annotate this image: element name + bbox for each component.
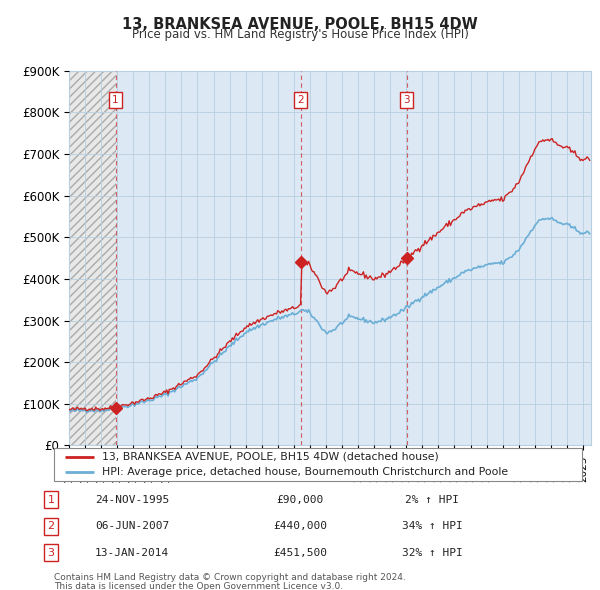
Text: 06-JUN-2007: 06-JUN-2007 — [95, 522, 169, 531]
Text: Contains HM Land Registry data © Crown copyright and database right 2024.: Contains HM Land Registry data © Crown c… — [54, 573, 406, 582]
Text: Price paid vs. HM Land Registry's House Price Index (HPI): Price paid vs. HM Land Registry's House … — [131, 28, 469, 41]
Text: HPI: Average price, detached house, Bournemouth Christchurch and Poole: HPI: Average price, detached house, Bour… — [101, 467, 508, 477]
Text: £90,000: £90,000 — [277, 495, 323, 504]
Text: 2: 2 — [297, 95, 304, 105]
Text: 13, BRANKSEA AVENUE, POOLE, BH15 4DW: 13, BRANKSEA AVENUE, POOLE, BH15 4DW — [122, 17, 478, 31]
Text: 13-JAN-2014: 13-JAN-2014 — [95, 548, 169, 558]
Text: 3: 3 — [404, 95, 410, 105]
Text: 24-NOV-1995: 24-NOV-1995 — [95, 495, 169, 504]
Text: £451,500: £451,500 — [273, 548, 327, 558]
Text: 1: 1 — [112, 95, 119, 105]
Text: 13, BRANKSEA AVENUE, POOLE, BH15 4DW (detached house): 13, BRANKSEA AVENUE, POOLE, BH15 4DW (de… — [101, 451, 438, 461]
FancyBboxPatch shape — [54, 448, 582, 481]
Text: 34% ↑ HPI: 34% ↑ HPI — [401, 522, 463, 531]
Text: This data is licensed under the Open Government Licence v3.0.: This data is licensed under the Open Gov… — [54, 582, 343, 590]
Text: 2% ↑ HPI: 2% ↑ HPI — [405, 495, 459, 504]
Bar — [69, 71, 116, 445]
Text: 1: 1 — [47, 495, 55, 504]
Text: 3: 3 — [47, 548, 55, 558]
Text: £440,000: £440,000 — [273, 522, 327, 531]
Text: 2: 2 — [47, 522, 55, 531]
Text: 32% ↑ HPI: 32% ↑ HPI — [401, 548, 463, 558]
